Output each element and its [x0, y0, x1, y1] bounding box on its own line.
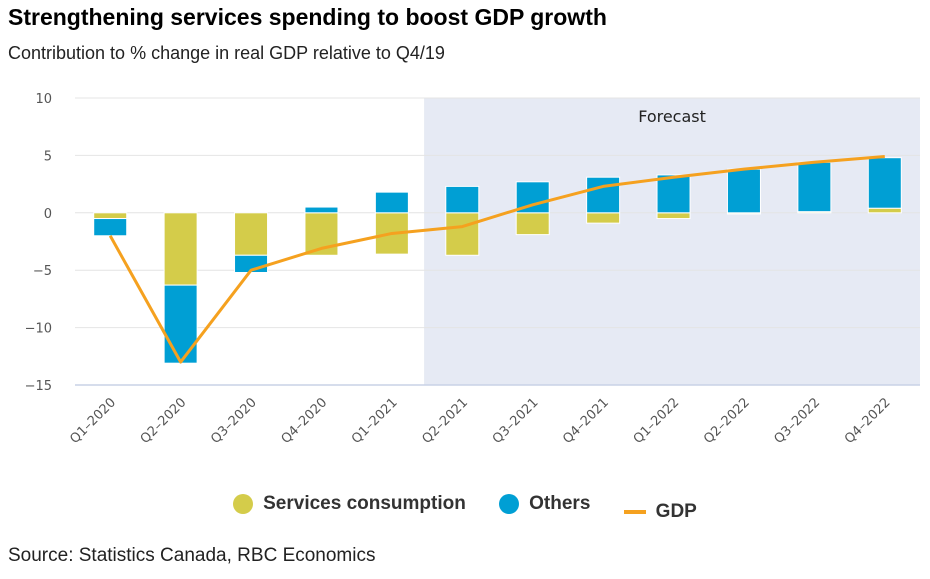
forecast-region: [424, 98, 920, 385]
bar-services: [163, 212, 198, 286]
bar-services: [445, 212, 480, 256]
bar-others: [797, 161, 832, 213]
y-tick-label: 0: [44, 207, 52, 222]
x-tick-label: Q2–2022: [701, 395, 753, 447]
x-tick-label: Q4–2021: [560, 395, 612, 447]
x-tick-label: Q2–2021: [419, 395, 471, 447]
bar-others: [867, 157, 902, 209]
x-tick-label: Q3–2020: [208, 395, 260, 447]
bar-services: [867, 207, 902, 214]
legend: Services consumption Others GDP: [0, 493, 930, 523]
bar-services: [586, 212, 621, 224]
legend-label-services: Services consumption: [263, 493, 466, 514]
chart-plot: Forecast 10 5 0 −5 −10 −15 Q1–2020 Q2–2020 Q3–202…: [25, 92, 920, 447]
bar-services: [93, 212, 128, 220]
x-tick-label: Q4–2020: [279, 395, 331, 447]
bar-services: [515, 212, 550, 236]
x-tick-label: Q4–2022: [842, 395, 894, 447]
y-tick-label: −5: [33, 264, 52, 279]
chart-title: Strengthening services spending to boost…: [8, 4, 607, 30]
x-tick-label: Q1–2020: [67, 395, 119, 447]
services-swatch-icon: [233, 494, 254, 514]
y-tick-label: 5: [44, 149, 52, 164]
bar-services: [656, 212, 691, 220]
bar-others: [374, 191, 409, 214]
bar-others: [445, 185, 480, 214]
y-tick-label: 10: [35, 92, 52, 107]
legend-label-others: Others: [529, 493, 591, 514]
legend-item-others[interactable]: Others: [499, 493, 590, 515]
x-tick-label: Q1–2021: [349, 395, 401, 447]
source-note: Source: Statistics Canada, RBC Economics: [8, 545, 376, 566]
x-tick-label: Q2–2020: [138, 395, 190, 447]
gdp-line-swatch-icon: [623, 510, 646, 514]
forecast-label: Forecast: [638, 107, 706, 126]
gdp-line: [108, 155, 885, 364]
y-tick-label: −10: [25, 322, 52, 337]
legend-label-gdp: GDP: [655, 501, 697, 522]
bar-others: [515, 181, 550, 214]
bar-others: [163, 284, 198, 364]
x-tick-label: Q3–2021: [490, 395, 542, 447]
bar-others: [304, 206, 339, 214]
bar-others: [93, 218, 128, 237]
x-tick-label: Q1–2022: [631, 395, 683, 447]
y-tick-label: −15: [25, 379, 52, 394]
bar-others: [726, 168, 761, 214]
chart-subtitle: Contribution to % change in real GDP rel…: [8, 43, 445, 63]
legend-item-gdp[interactable]: GDP: [623, 501, 697, 523]
bar-others: [656, 174, 691, 214]
legend-item-services[interactable]: Services consumption: [233, 493, 466, 515]
bar-others: [586, 176, 621, 214]
bar-services: [234, 212, 269, 256]
x-tick-label: Q3–2022: [772, 395, 824, 447]
others-swatch-icon: [499, 494, 520, 514]
